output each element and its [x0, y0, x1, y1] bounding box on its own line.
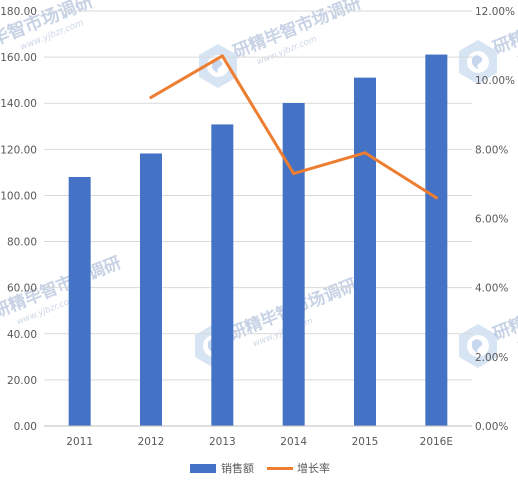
legend-label: 增长率 — [297, 461, 330, 475]
x-tick-label: 2013 — [209, 436, 236, 448]
bar — [211, 124, 234, 426]
left-axis: 0.00 20.00 40.00 60.00 80.00 100.00 120.00 140.… — [0, 6, 37, 433]
x-tick-label: 2016E — [420, 436, 453, 448]
line-point — [363, 151, 367, 155]
x-tick-label: 2012 — [138, 436, 165, 448]
x-tick-label: 2014 — [280, 436, 307, 448]
bar — [354, 77, 376, 426]
left-tick-label: 180.00 — [0, 6, 37, 18]
x-tick-label: 2011 — [66, 436, 93, 448]
right-tick-label: 2.00% — [475, 352, 508, 364]
bar — [425, 54, 448, 426]
line-point — [220, 54, 224, 58]
left-tick-label: 80.00 — [7, 237, 37, 249]
globe-logo-icon — [459, 40, 497, 84]
line-series — [149, 54, 438, 200]
bar-series — [68, 54, 448, 426]
line-point — [149, 95, 153, 99]
left-tick-label: 120.00 — [0, 144, 37, 156]
bar — [140, 153, 162, 426]
right-tick-label: 4.00% — [475, 283, 508, 295]
legend-label: 销售额 — [221, 461, 254, 475]
left-tick-label: 160.00 — [0, 52, 37, 64]
legend-swatch-bar — [190, 464, 216, 473]
left-tick-label: 140.00 — [0, 98, 37, 110]
left-tick-label: 40.00 — [7, 329, 37, 341]
line-point — [292, 172, 296, 176]
legend: 销售额 增长率 — [190, 461, 330, 475]
x-tick-label: 2015 — [352, 436, 379, 448]
right-tick-label: 8.00% — [475, 144, 508, 156]
right-tick-label: 12.00% — [475, 6, 515, 18]
right-tick-label: 6.00% — [475, 214, 508, 226]
bar — [68, 177, 91, 426]
left-tick-label: 100.00 — [0, 190, 37, 202]
watermark-text: 研精毕智市场调研 — [230, 0, 364, 63]
right-tick-label: 0.00% — [475, 421, 508, 433]
right-axis: 0.00% 2.00% 4.00% 6.00% 8.00% 10.00% 12.00% — [475, 6, 515, 433]
left-tick-label: 0.00 — [14, 421, 37, 433]
x-axis: 2011 2012 2013 2014 2015 2016E — [44, 425, 472, 448]
left-tick-label: 60.00 — [7, 283, 37, 295]
right-tick-label: 10.00% — [475, 75, 515, 87]
left-tick-label: 20.00 — [7, 375, 37, 387]
gridlines — [44, 10, 472, 427]
line-point — [434, 196, 438, 200]
globe-logo-icon — [459, 324, 497, 368]
bar — [282, 102, 305, 426]
